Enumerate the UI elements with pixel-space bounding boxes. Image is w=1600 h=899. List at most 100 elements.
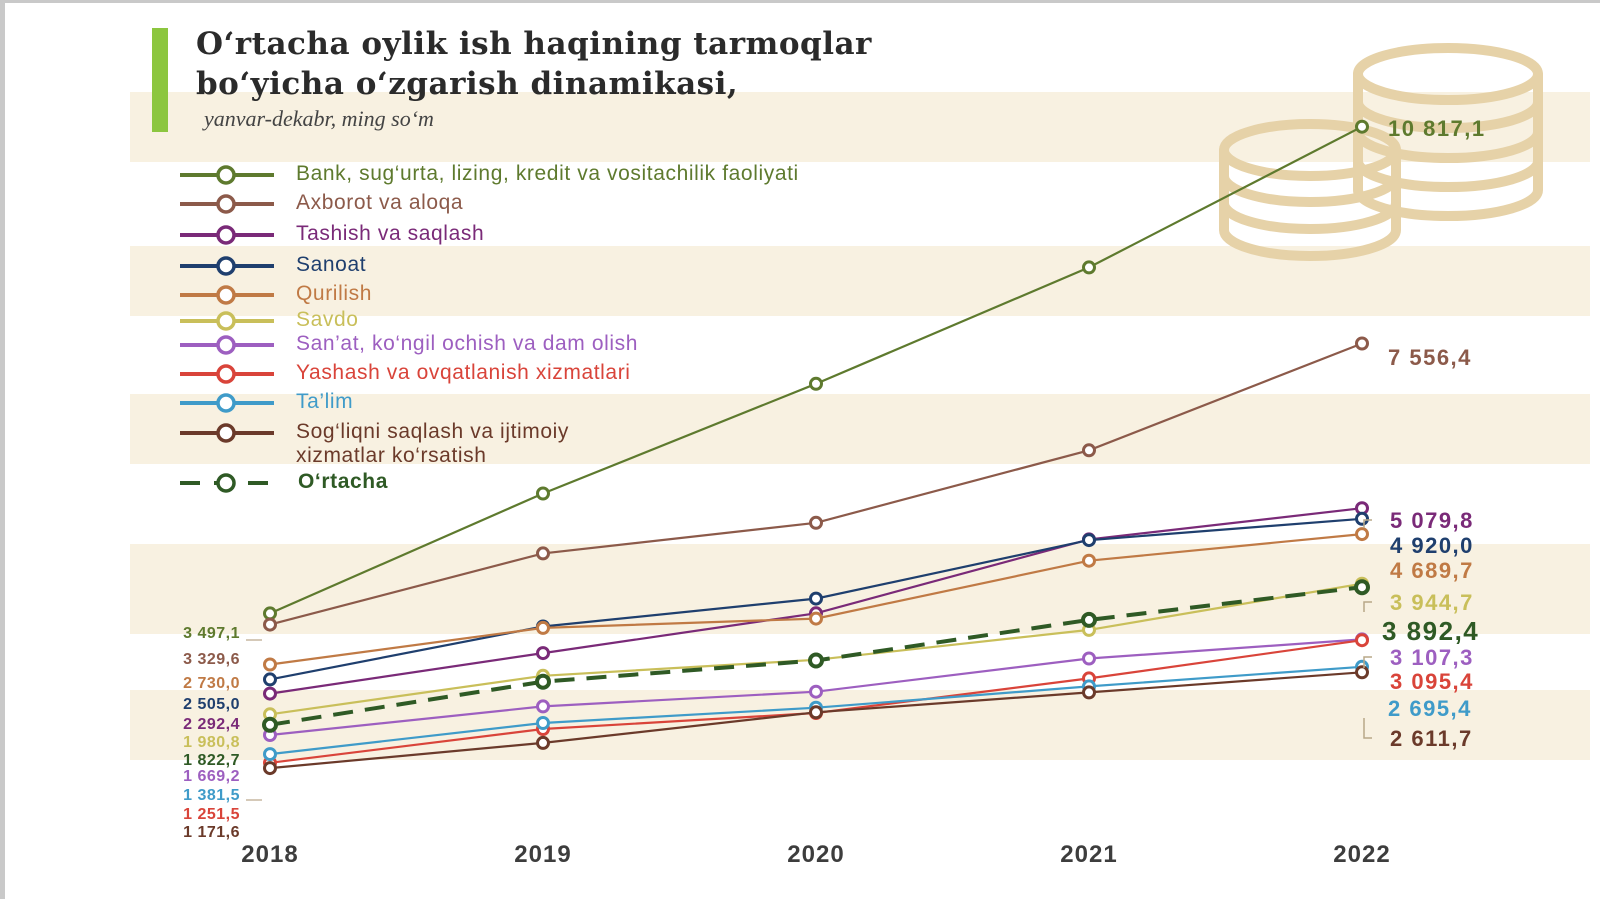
- legend-marker: [180, 256, 274, 276]
- x-tick-label: 2019: [514, 841, 571, 868]
- data-point: [535, 673, 551, 690]
- data-point: [536, 646, 550, 661]
- data-point: [1081, 611, 1097, 628]
- label-leader: [1363, 519, 1372, 739]
- legend-label: Axborot va aloqa: [296, 191, 464, 214]
- value-label-2022: 10 817,1: [1388, 116, 1486, 141]
- x-tick-label: 2018: [241, 841, 298, 868]
- series-4: [263, 527, 1369, 672]
- value-label-2022: 4 920,0: [1390, 533, 1474, 558]
- data-point: [808, 652, 824, 669]
- data-point: [1355, 511, 1369, 526]
- data-point: [536, 699, 550, 714]
- data-point: [1082, 443, 1096, 458]
- legend-item: Axborot va aloqa: [180, 191, 1080, 217]
- data-point: [262, 716, 278, 733]
- data-point: [809, 376, 823, 391]
- data-point: [263, 761, 277, 776]
- legend-item: Ta’lim: [180, 390, 1080, 416]
- data-point: [536, 735, 550, 750]
- legend-marker: [180, 423, 274, 443]
- legend-marker: [180, 393, 274, 413]
- data-point: [1355, 336, 1369, 351]
- legend-label: Bank, sug‘urta, lizing, kredit va vosita…: [296, 162, 799, 185]
- data-point: [263, 672, 277, 687]
- value-label-2022: 7 556,4: [1388, 345, 1472, 370]
- data-point: [809, 515, 823, 530]
- legend-item: Qurilish: [180, 282, 1080, 308]
- series-6: [263, 632, 1369, 742]
- value-label-2022: 5 079,8: [1390, 508, 1474, 533]
- chart-title-line-1: O‘rtacha oylik ish haqining tarmoqlar: [196, 26, 872, 62]
- data-point: [1082, 533, 1096, 548]
- chart-subtitle: yanvar-dekabr, ming so‘m: [204, 106, 434, 131]
- background-band: [130, 394, 1590, 464]
- legend-label: Tashish va saqlash: [296, 222, 485, 245]
- x-tick-label: 2022: [1333, 841, 1390, 868]
- data-point: [809, 684, 823, 699]
- value-label-2018: 2 505,0: [183, 696, 240, 713]
- value-label-2022: 3 095,4: [1390, 669, 1474, 694]
- legend-label: Savdo: [296, 308, 359, 331]
- value-label-2018: 1 171,6: [183, 824, 240, 841]
- legend-marker: [180, 473, 274, 493]
- value-label-2022: 2 695,4: [1388, 696, 1472, 721]
- data-point: [263, 686, 277, 701]
- series-0: [263, 119, 1369, 621]
- data-point: [1082, 260, 1096, 275]
- legend-item: Tashish va saqlash: [180, 222, 1080, 248]
- data-point: [809, 705, 823, 720]
- value-label-2018: 3 329,6: [183, 651, 240, 668]
- value-label-2018: 1 980,8: [183, 734, 240, 751]
- legend-item: Sog‘liqni saqlash va ijtimoiy: [180, 420, 1080, 446]
- coins-stack-icon: [1219, 43, 1543, 261]
- data-point: [1355, 119, 1369, 134]
- value-label-2018: 1 381,5: [183, 787, 240, 804]
- legend-label: Sog‘liqni saqlash va ijtimoiy: [296, 420, 570, 443]
- data-point: [809, 591, 823, 606]
- data-point: [1355, 633, 1369, 648]
- legend-item: Savdo: [180, 308, 1080, 334]
- data-point: [263, 657, 277, 672]
- value-label-2018: 2 730,0: [183, 675, 240, 692]
- data-point: [536, 620, 550, 635]
- data-point: [536, 546, 550, 561]
- data-point: [263, 747, 277, 762]
- title-accent-bar: [152, 28, 168, 132]
- data-point: [1355, 527, 1369, 542]
- legend-marker: [180, 225, 274, 245]
- legend-item: xizmatlar ko‘rsatish: [180, 444, 1080, 470]
- legend-label: Sanoat: [296, 253, 367, 276]
- data-point: [536, 716, 550, 730]
- legend-item: Sanoat: [180, 253, 1080, 279]
- data-point: [1082, 651, 1096, 666]
- value-label-2018: 1 669,2: [183, 768, 240, 785]
- series-line: [269, 125, 1363, 615]
- value-label-2018: 3 497,1: [183, 625, 240, 642]
- legend-item: San’at, ko‘ngil ochish va dam olish: [180, 332, 1080, 358]
- value-label-2022: 3 944,7: [1390, 590, 1474, 615]
- legend-item: O‘rtacha: [180, 470, 1080, 496]
- value-label-2018: 1 251,5: [183, 806, 240, 823]
- legend-label: O‘rtacha: [298, 470, 388, 493]
- data-point: [809, 611, 823, 626]
- legend-marker: [180, 285, 274, 305]
- legend-marker: [180, 335, 274, 355]
- legend-label: Yashash va ovqatlanish xizmatlari: [296, 361, 631, 384]
- value-label-2022: 3 892,4: [1382, 616, 1479, 646]
- legend-label: San’at, ko‘ngil ochish va dam olish: [296, 332, 639, 355]
- value-label-2022: 2 611,7: [1390, 726, 1473, 751]
- data-point: [1082, 685, 1096, 700]
- legend-marker: [180, 194, 274, 214]
- value-label-2022: 4 689,7: [1390, 558, 1474, 583]
- value-label-2018: 1 822,7: [183, 752, 240, 769]
- series-9: [263, 665, 1369, 776]
- legend-label: Ta’lim: [296, 390, 354, 413]
- data-point: [1355, 665, 1369, 680]
- legend-marker: [180, 165, 274, 185]
- data-point: [1354, 579, 1370, 596]
- legend-marker: [180, 311, 274, 331]
- value-label-2022: 3 107,3: [1390, 645, 1474, 670]
- series-1: [263, 336, 1369, 632]
